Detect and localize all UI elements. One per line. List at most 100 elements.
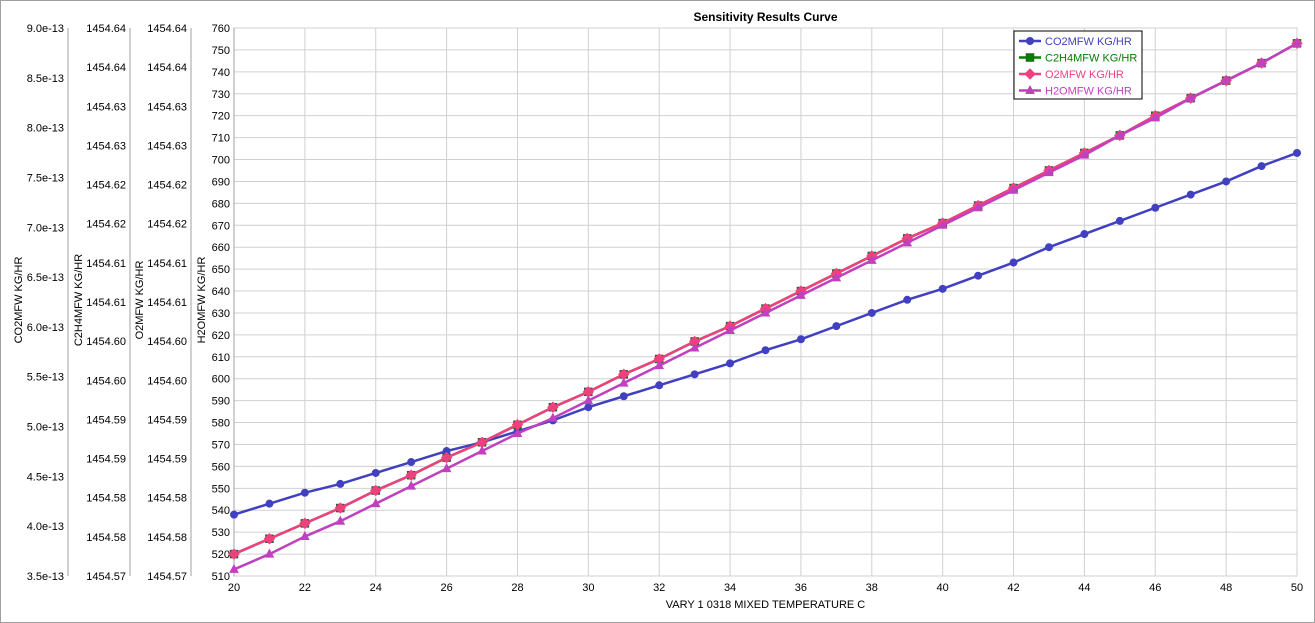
y-tick-label: 520 <box>212 549 230 561</box>
y-axis-1: 9.0e-13 8.5e-13 8.0e-13 7.5e-13 7.0e-13 6.5e-… <box>13 23 69 583</box>
data-point <box>654 360 665 370</box>
data-point <box>973 202 983 212</box>
data-point <box>1044 167 1054 177</box>
y-tick-label: 560 <box>212 461 230 473</box>
data-point <box>1080 230 1089 239</box>
y-tick-label: 8.0e-13 <box>27 123 64 135</box>
data-point <box>230 510 238 519</box>
y-tick-label: 8.5e-13 <box>27 73 64 85</box>
y-tick-label: 660 <box>212 242 230 254</box>
y-tick-label: 1454.62 <box>86 219 126 231</box>
legend-marker <box>1025 84 1035 94</box>
chart-title: Sensitivity Results Curve <box>693 10 837 24</box>
y-tick-label: 1454.58 <box>86 493 126 505</box>
y-tick-label: 1454.58 <box>147 493 187 505</box>
legend-label: CO2MFW KG/HR <box>1045 36 1132 48</box>
x-tick-label: 24 <box>370 582 382 594</box>
y-axis-label: H2OMFW KG/HR <box>196 257 208 344</box>
y-tick-label: 640 <box>212 286 230 298</box>
data-point <box>726 359 735 368</box>
data-point <box>370 484 382 497</box>
data-point <box>1221 75 1231 85</box>
y-tick-label: 7.5e-13 <box>27 172 64 184</box>
y-axis-label: CO2MFW KG/HR <box>13 257 25 344</box>
y-tick-label: 1454.59 <box>147 454 187 466</box>
data-point <box>405 469 417 481</box>
legend-marker <box>1024 68 1036 80</box>
data-point <box>371 468 380 477</box>
data-point <box>407 458 416 467</box>
data-point <box>1292 37 1302 47</box>
y-tick-label: 1454.63 <box>86 101 126 113</box>
data-point <box>1009 258 1018 267</box>
data-point <box>334 502 347 514</box>
y-tick-label: 530 <box>212 527 230 539</box>
data-point <box>583 395 594 405</box>
y-tick-label: 6.5e-13 <box>27 272 64 284</box>
y-axis-label: O2MFW KG/HR <box>134 261 146 340</box>
x-tick-label: 40 <box>937 582 949 594</box>
data-point <box>335 515 346 525</box>
y-tick-label: 9.0e-13 <box>27 23 64 35</box>
data-point <box>229 563 239 573</box>
data-point <box>1293 148 1301 157</box>
legend-label: C2H4MFW KG/HR <box>1045 53 1137 65</box>
y-tick-label: 1454.62 <box>86 180 126 192</box>
y-tick-label: 7.0e-13 <box>27 222 64 234</box>
data-point <box>512 427 523 438</box>
y-tick-label: 1454.62 <box>147 219 187 231</box>
x-tick-label: 50 <box>1291 582 1303 594</box>
y-tick-label: 5.0e-13 <box>27 422 64 434</box>
legend-box <box>1013 30 1143 100</box>
y-tick-label: 1454.63 <box>86 140 126 152</box>
data-point <box>903 295 912 304</box>
y-tick-label: 1454.60 <box>86 375 126 387</box>
x-tick-label: 36 <box>795 582 807 594</box>
y-tick-label: 510 <box>212 571 230 583</box>
y-tick-label: 570 <box>212 439 230 451</box>
data-point <box>1257 162 1266 171</box>
legend-label: O2MFW KG/HR <box>1045 69 1124 81</box>
y-tick-label: 750 <box>212 45 230 57</box>
data-point <box>1185 92 1196 102</box>
data-point <box>866 254 877 264</box>
data-point <box>441 463 452 473</box>
x-tick-label: 22 <box>299 582 311 594</box>
data-point <box>1079 149 1090 159</box>
y-axis-2: 1454.64 1454.64 1454.63 1454.63 1454.62 1454.… <box>73 23 131 583</box>
y-tick-label: 1454.60 <box>147 336 187 348</box>
x-tick-label: 28 <box>511 582 523 594</box>
data-point <box>760 307 771 317</box>
y-tick-label: 1454.59 <box>86 414 126 426</box>
legend: CO2MFW KG/HR C2H4MFW KG/HR O2MFW KG/HR H2OM… <box>1013 30 1143 100</box>
y-tick-label: 610 <box>212 352 230 364</box>
data-point <box>228 548 240 560</box>
data-point <box>832 322 841 331</box>
data-point <box>548 412 558 422</box>
y-tick-label: 550 <box>212 483 230 495</box>
data-point <box>902 237 913 247</box>
legend-label: H2OMFW KG/HR <box>1045 86 1132 98</box>
y-tick-label: 1454.59 <box>86 454 126 466</box>
data-point <box>336 479 345 488</box>
y-tick-label: 1454.61 <box>147 258 187 270</box>
x-tick-label: 42 <box>1007 582 1019 594</box>
data-point <box>761 346 770 355</box>
data-point <box>265 499 274 508</box>
y-tick-label: 580 <box>212 418 230 430</box>
data-point <box>264 548 275 558</box>
x-tick-label: 38 <box>866 582 878 594</box>
data-point <box>1008 184 1019 194</box>
x-tick-label: 30 <box>582 582 594 594</box>
y-tick-label: 4.5e-13 <box>27 471 64 483</box>
y-tick-label: 1454.58 <box>147 532 187 544</box>
series-h2omfw <box>229 37 1302 573</box>
y-tick-label: 650 <box>212 264 230 276</box>
y-tick-label: 680 <box>212 198 230 210</box>
y-tick-label: 1454.62 <box>147 180 187 192</box>
legend-marker <box>1026 37 1034 45</box>
y-tick-label: 1454.57 <box>147 571 187 583</box>
data-point <box>300 530 310 541</box>
data-point <box>406 480 416 490</box>
data-point <box>725 324 735 334</box>
